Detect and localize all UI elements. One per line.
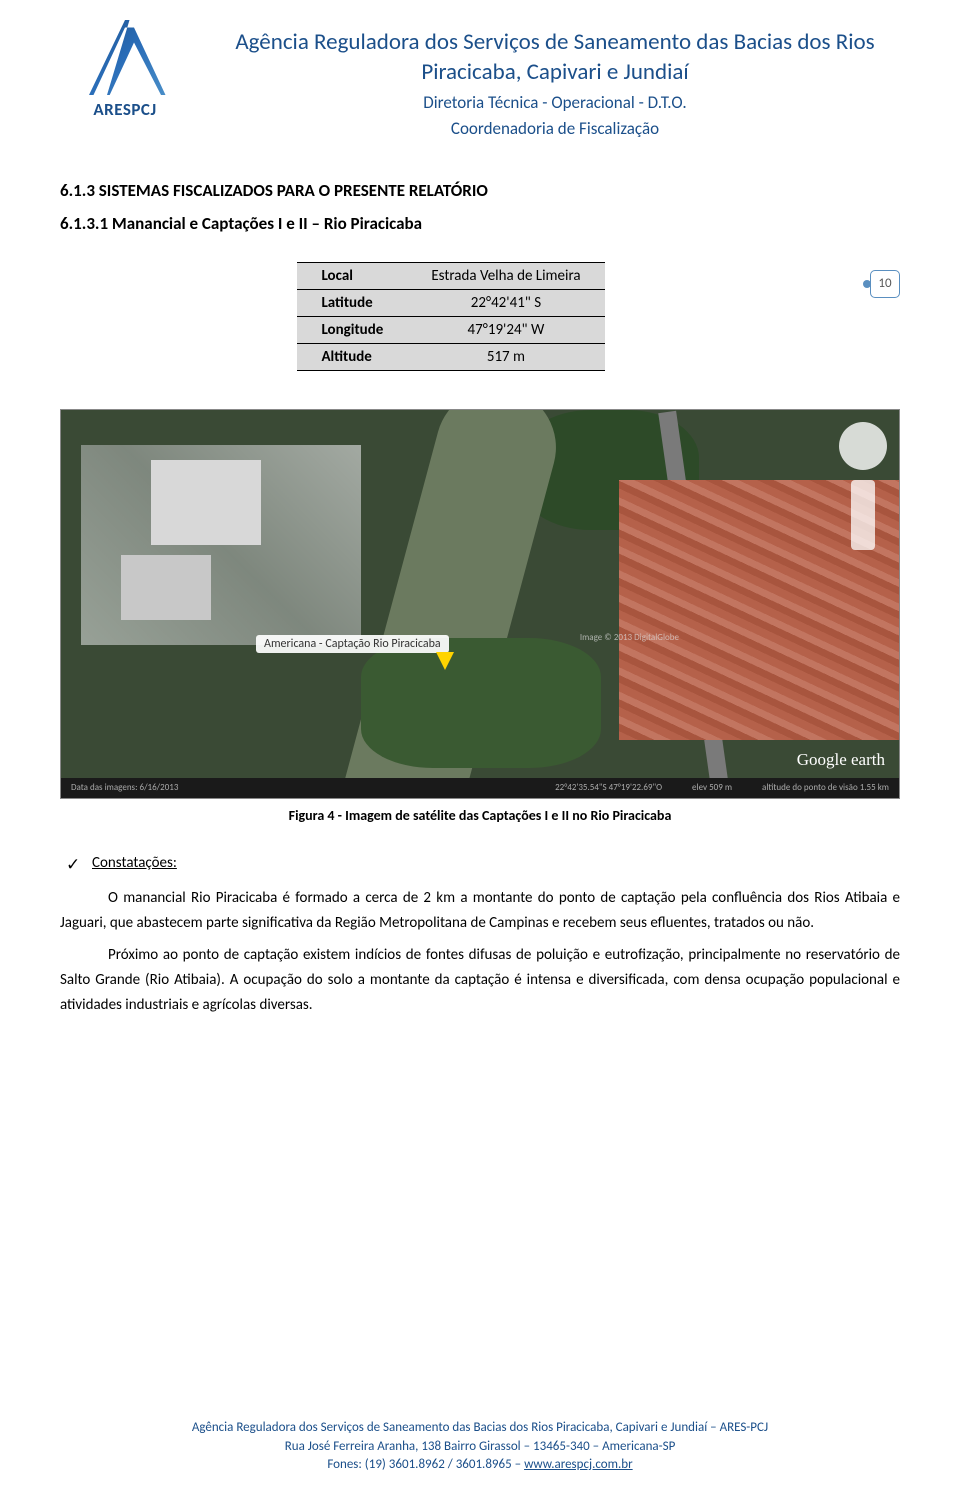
location-table: Local Estrada Velha de Limeira Latitude …	[297, 262, 604, 371]
footer-phones: Fones: (19) 3601.8962 / 3601.8965 –	[327, 1457, 524, 1472]
body-paragraph: O manancial Rio Piracicaba é formado a c…	[60, 886, 900, 936]
map-footer-bar: Data das imagens: 6/16/2013 22°42'35.54"…	[61, 778, 899, 798]
header-subtitle-2: Coordenadoria de Fiscalização	[210, 118, 900, 140]
header-subtitle-1: Diretoria Técnica - Operacional - D.T.O.	[210, 92, 900, 114]
figure-caption: Figura 4 - Imagem de satélite das Captaç…	[60, 807, 900, 824]
footer-url-link[interactable]: www.arespcj.com.br	[524, 1457, 633, 1472]
footer-line-2: Rua José Ferreira Aranha, 138 Bairro Gir…	[60, 1438, 900, 1456]
table-row-wrap: Local Estrada Velha de Limeira Latitude …	[60, 262, 900, 391]
table-row: Local Estrada Velha de Limeira	[297, 262, 604, 289]
map-footer-date: Data das imagens: 6/16/2013	[71, 782, 178, 793]
table-row: Longitude 47°19'24" W	[297, 316, 604, 343]
document-page: ARESPCJ Agência Reguladora dos Serviços …	[0, 0, 960, 1494]
table-value: 22°42'41" S	[407, 289, 604, 316]
map-controls	[851, 480, 875, 550]
logo-block: ARESPCJ	[60, 20, 190, 120]
map-footer-eye: altitude do ponto de visão 1.55 km	[762, 782, 889, 793]
map-footer-coords: 22°42'35.54"S 47°19'22.69"O	[555, 782, 662, 793]
map-footer-elev: elev 509 m	[692, 782, 732, 793]
table-value: Estrada Velha de Limeira	[407, 262, 604, 289]
section-heading: 6.1.3 SISTEMAS FISCALIZADOS PARA O PRESE…	[60, 180, 900, 201]
page-number-badge: 10	[870, 270, 900, 298]
footer-line-3: Fones: (19) 3601.8962 / 3601.8965 – www.…	[60, 1456, 900, 1474]
logo-icon	[80, 20, 170, 95]
table-label: Altitude	[297, 343, 407, 370]
table-value: 517 m	[407, 343, 604, 370]
page-header: ARESPCJ Agência Reguladora dos Serviços …	[60, 20, 900, 140]
table-row: Latitude 22°42'41" S	[297, 289, 604, 316]
page-footer: Agência Reguladora dos Serviços de Sanea…	[60, 1419, 900, 1474]
map-attribution: Image © 2013 DigitalGlobe	[580, 632, 679, 643]
agency-title: Agência Reguladora dos Serviços de Sanea…	[210, 28, 900, 88]
constatacoes-heading: Constatações:	[60, 854, 900, 872]
table-label: Longitude	[297, 316, 407, 343]
table-row: Altitude 517 m	[297, 343, 604, 370]
satellite-figure: Americana - Captação Rio Piracicaba Imag…	[60, 409, 900, 824]
body-paragraph: Próximo ao ponto de captação existem ind…	[60, 943, 900, 1017]
table-value: 47°19'24" W	[407, 316, 604, 343]
google-earth-brand: Google earth	[797, 750, 885, 770]
map-marker-label: Americana - Captação Rio Piracicaba	[256, 635, 449, 653]
header-title-block: Agência Reguladora dos Serviços de Sanea…	[210, 20, 900, 140]
table-label: Local	[297, 262, 407, 289]
table-label: Latitude	[297, 289, 407, 316]
footer-line-1: Agência Reguladora dos Serviços de Sanea…	[60, 1419, 900, 1437]
satellite-image: Americana - Captação Rio Piracicaba Imag…	[60, 409, 900, 799]
subsection-heading: 6.1.3.1 Manancial e Captações I e II – R…	[60, 213, 900, 234]
body-section: Constatações: O manancial Rio Piracicaba…	[60, 854, 900, 1018]
logo-text: ARESPCJ	[60, 99, 190, 120]
compass-icon	[839, 422, 887, 470]
